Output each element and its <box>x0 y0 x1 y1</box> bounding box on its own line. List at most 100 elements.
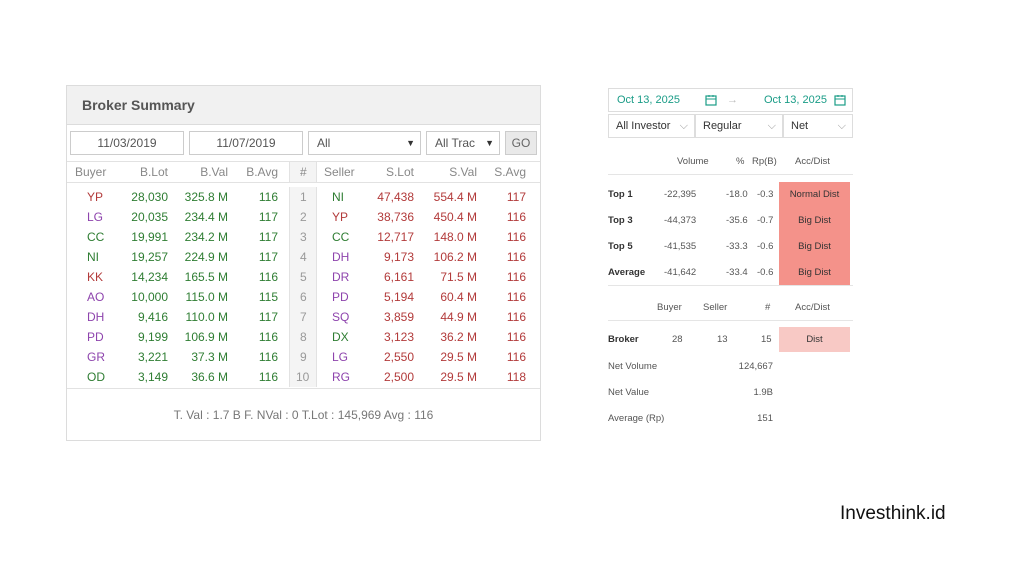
seller-code[interactable]: YP <box>332 210 349 224</box>
go-button[interactable]: GO <box>505 131 537 155</box>
investor-select[interactable]: All Investor ⌵ <box>608 114 695 138</box>
broker-seller-count: 13 <box>717 334 728 345</box>
broker-table: Buyer B.Lot B.Val B.Avg # Seller S.Lot S… <box>67 161 540 387</box>
stat-value: 1.9B <box>753 387 773 398</box>
table-body: YP 28,030 325.8 M 116 1 NI 47,438 554.4 M 117 LG 2… <box>67 183 540 387</box>
table-row[interactable]: CC 19,991 234.2 M 117 3 CC 12,717 148.0 M 116 <box>67 227 540 247</box>
chevron-down-icon: ⌵ <box>767 120 776 132</box>
buyer-code[interactable]: KK <box>87 270 104 284</box>
calendar-icon[interactable] <box>834 89 846 111</box>
table-row[interactable]: YP 28,030 325.8 M 116 1 NI 47,438 554.4 M 117 <box>67 187 540 207</box>
rank-number: 6 <box>300 290 307 304</box>
buyer-code[interactable]: LG <box>87 210 104 224</box>
rank-number: 5 <box>300 270 307 284</box>
seller-code[interactable]: CC <box>332 230 350 244</box>
filter-bar: 11/03/2019 11/07/2019 All ▼ All Trac ▼ G… <box>70 131 537 155</box>
market-select[interactable]: All ▼ <box>308 131 421 155</box>
rank-column-bg <box>289 187 317 207</box>
seller-code[interactable]: DH <box>332 250 350 264</box>
sell-avg: 116 <box>506 230 526 244</box>
seller-code[interactable]: NI <box>332 190 344 204</box>
divider <box>608 174 853 175</box>
mode-select[interactable]: Net ⌵ <box>783 114 853 138</box>
buyer-code[interactable]: NI <box>87 250 99 264</box>
buy-lot: 19,257 <box>131 250 168 264</box>
buyer-code[interactable]: OD <box>87 370 105 384</box>
buy-avg: 116 <box>258 190 278 204</box>
date-to-input[interactable]: 11/07/2019 <box>189 131 303 155</box>
header-rp: Rp(B) <box>752 156 777 167</box>
seller-code[interactable]: SQ <box>332 310 350 324</box>
buy-value: 234.4 M <box>184 210 228 224</box>
buyer-code[interactable]: GR <box>87 350 105 364</box>
table-row[interactable]: DH 9,416 110.0 M 117 7 SQ 3,859 44.9 M 116 <box>67 307 540 327</box>
date-from-input[interactable]: 11/03/2019 <box>70 131 184 155</box>
buy-value: 325.8 M <box>184 190 228 204</box>
row-volume: -41,535 <box>664 241 697 252</box>
sell-value: 60.4 M <box>440 290 477 304</box>
table-row[interactable]: GR 3,221 37.3 M 116 9 LG 2,550 29.5 M 116 <box>67 347 540 367</box>
rank-column-bg <box>289 327 317 347</box>
buy-lot: 19,991 <box>131 230 168 244</box>
buy-lot: 9,416 <box>137 310 168 324</box>
buy-avg: 117 <box>258 230 278 244</box>
trade-type-select[interactable]: All Trac ▼ <box>426 131 500 155</box>
sell-value: 148.0 M <box>433 230 477 244</box>
header-seller: Seller <box>703 302 728 313</box>
date-range-picker[interactable]: Oct 13, 2025 → Oct 13, 2025 <box>608 88 853 112</box>
rank-number: 1 <box>300 190 307 204</box>
table-row[interactable]: PD 9,199 106.9 M 116 8 DX 3,123 36.2 M 116 <box>67 327 540 347</box>
stat-label: Net Volume <box>608 361 658 372</box>
table-row[interactable]: NI 19,257 224.9 M 117 4 DH 9,173 106.2 M 116 <box>67 247 540 267</box>
header-acc-dist: Acc/Dist <box>795 302 830 313</box>
acc-dist-badge: Big Dist <box>779 208 850 234</box>
buyer-code[interactable]: AO <box>87 290 105 304</box>
date-range-start: Oct 13, 2025 <box>617 94 680 106</box>
board-select[interactable]: Regular ⌵ <box>695 114 783 138</box>
table-footer-totals: T. Val : 1.7 B F. NVal : 0 T.Lot : 145,9… <box>67 388 540 442</box>
table-row[interactable]: LG 20,035 234.4 M 117 2 YP 38,736 450.4 M 116 <box>67 207 540 227</box>
seller-code[interactable]: PD <box>332 290 349 304</box>
sell-avg: 116 <box>506 210 526 224</box>
buyer-code[interactable]: DH <box>87 310 105 324</box>
sell-lot: 3,859 <box>383 310 414 324</box>
caret-down-icon: ▼ <box>406 138 415 148</box>
calendar-icon[interactable] <box>705 89 717 111</box>
col-header-savg: S.Avg <box>494 165 526 179</box>
row-label: Average <box>608 267 646 278</box>
acc-dist-badge: Big Dist <box>779 234 850 260</box>
panel-title: Broker Summary <box>67 86 540 125</box>
buyer-code[interactable]: PD <box>87 330 104 344</box>
sell-lot: 2,550 <box>383 350 414 364</box>
header-num: # <box>765 302 771 313</box>
buy-lot: 10,000 <box>131 290 168 304</box>
buyer-code[interactable]: CC <box>87 230 105 244</box>
divider <box>608 320 853 321</box>
row-pct: -18.0 <box>726 189 748 200</box>
col-header-buyer: Buyer <box>75 165 107 179</box>
board-select-value: Regular <box>703 120 742 132</box>
date-range-end: Oct 13, 2025 <box>764 94 827 106</box>
buyer-code[interactable]: YP <box>87 190 104 204</box>
table-row[interactable]: OD 3,149 36.6 M 116 10 RG 2,500 29.5 M 118 <box>67 367 540 387</box>
rank-number: 7 <box>300 310 307 324</box>
rank-number: 2 <box>300 210 307 224</box>
seller-code[interactable]: RG <box>332 370 350 384</box>
seller-code[interactable]: DR <box>332 270 350 284</box>
sell-value: 29.5 M <box>440 350 477 364</box>
rank-column-bg <box>289 247 317 267</box>
sell-lot: 6,161 <box>383 270 414 284</box>
sell-value: 71.5 M <box>440 270 477 284</box>
sell-value: 44.9 M <box>440 310 477 324</box>
sell-lot: 9,173 <box>383 250 414 264</box>
sell-lot: 47,438 <box>377 190 414 204</box>
table-row[interactable]: AO 10,000 115.0 M 115 6 PD 5,194 60.4 M 116 <box>67 287 540 307</box>
buy-lot: 3,149 <box>137 370 168 384</box>
rank-column-bg <box>289 367 317 387</box>
seller-code[interactable]: DX <box>332 330 349 344</box>
brand-watermark: Investhink.id <box>840 503 946 524</box>
col-header-bval: B.Val <box>200 165 228 179</box>
row-pct: -33.3 <box>726 241 748 252</box>
table-row[interactable]: KK 14,234 165.5 M 116 5 DR 6,161 71.5 M 116 <box>67 267 540 287</box>
seller-code[interactable]: LG <box>332 350 349 364</box>
